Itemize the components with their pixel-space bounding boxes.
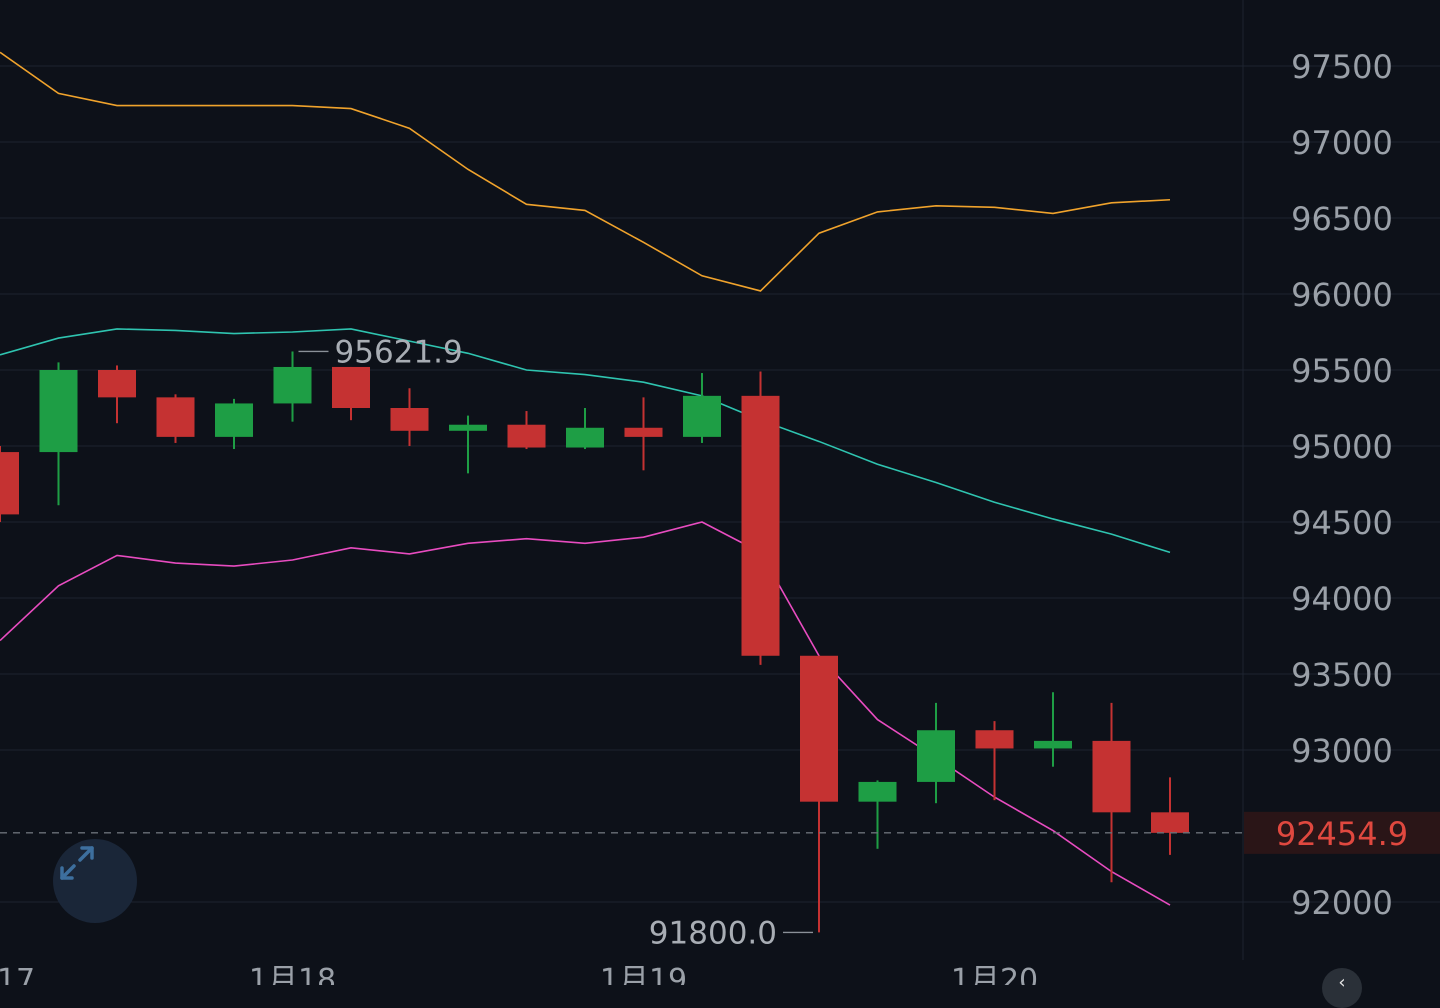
candle-up — [215, 398, 253, 450]
expand-arrows-icon — [60, 846, 94, 880]
candle-body — [507, 424, 546, 448]
price-tick-label: 96500 — [1291, 200, 1393, 238]
candle-down — [800, 655, 838, 933]
time-tick-label: 1月20 — [951, 963, 1038, 985]
time-tick-label: 1月19 — [600, 963, 687, 985]
time-tick-label: 1月18 — [249, 963, 336, 985]
candle-down — [624, 397, 663, 471]
annotation-layer: 95621.9 91800.0 — [0, 334, 1243, 951]
price-axis: 97500 97000 96500 96000 95500 95000 94500 94000… — [1244, 48, 1440, 922]
candle-up — [1034, 692, 1072, 767]
candle-up — [917, 702, 955, 804]
candle-up — [449, 415, 487, 474]
candle-body — [215, 403, 253, 437]
price-tick-label: 97500 — [1291, 48, 1393, 86]
candle-body — [1034, 740, 1072, 749]
candle-down — [975, 721, 1014, 801]
candle-body — [449, 424, 487, 431]
candle-down — [332, 366, 370, 421]
candle-body — [858, 781, 897, 802]
candle-down — [1151, 777, 1189, 855]
candle-up — [273, 351, 312, 422]
candle-body — [800, 655, 838, 802]
candle-body — [0, 452, 19, 515]
candle-up — [39, 362, 78, 506]
price-tick-label: 94000 — [1291, 580, 1393, 618]
band-layer — [0, 51, 1171, 906]
candle-body — [683, 395, 721, 437]
high-price-label: 95621.9 — [335, 334, 463, 370]
candle-body — [273, 366, 312, 404]
candle-body — [566, 427, 604, 448]
price-tick-label: 96000 — [1291, 276, 1393, 314]
price-tick-label: 93500 — [1291, 656, 1393, 694]
time-tick-label: 17 — [0, 963, 35, 985]
candle-body — [332, 366, 370, 408]
chevron-icon: ‹ — [1338, 972, 1346, 993]
candle-body — [156, 397, 195, 437]
candle-body — [741, 395, 780, 656]
middle-band-line — [0, 328, 1171, 554]
candle-down — [507, 411, 546, 450]
candle-body — [390, 408, 429, 431]
candle-down — [1092, 702, 1131, 883]
price-tick-label: 93000 — [1291, 732, 1393, 770]
candle-up — [683, 373, 721, 443]
lower-band-line — [0, 521, 1171, 906]
price-tick-label: 95000 — [1291, 428, 1393, 466]
last-price-label: 92454.9 — [1276, 815, 1408, 853]
candle-body — [1151, 812, 1189, 833]
candle-body — [917, 730, 955, 782]
candle-down — [741, 371, 780, 665]
price-tick-label: 95500 — [1291, 352, 1393, 390]
last-price-tag — [1244, 811, 1440, 854]
price-tick-label: 94500 — [1291, 504, 1393, 542]
candle-up — [566, 408, 604, 450]
candle-down — [98, 365, 136, 424]
upper-band-line — [0, 51, 1171, 292]
price-tick-label: 92000 — [1291, 884, 1393, 922]
candle-body — [1092, 740, 1131, 813]
grid-layer — [0, 0, 1440, 960]
candle-down — [156, 394, 195, 443]
candle-body — [98, 370, 136, 398]
low-price-label: 91800.0 — [649, 915, 777, 951]
candle-down — [0, 446, 19, 522]
candle-body — [39, 370, 78, 453]
candle-body — [975, 730, 1014, 749]
candle-layer — [0, 351, 1189, 933]
price-tick-label: 97000 — [1291, 124, 1393, 162]
candle-body — [624, 427, 663, 437]
candlestick-chart: 95621.9 91800.0 97500 97000 96500 96000 95500… — [0, 0, 1440, 985]
time-axis: 17 1月18 1月19 1月20 — [0, 963, 1038, 985]
candle-down — [390, 388, 429, 446]
corner-button[interactable]: ‹ — [1322, 968, 1362, 1008]
candle-up — [858, 780, 897, 849]
expand-button[interactable] — [53, 839, 137, 923]
